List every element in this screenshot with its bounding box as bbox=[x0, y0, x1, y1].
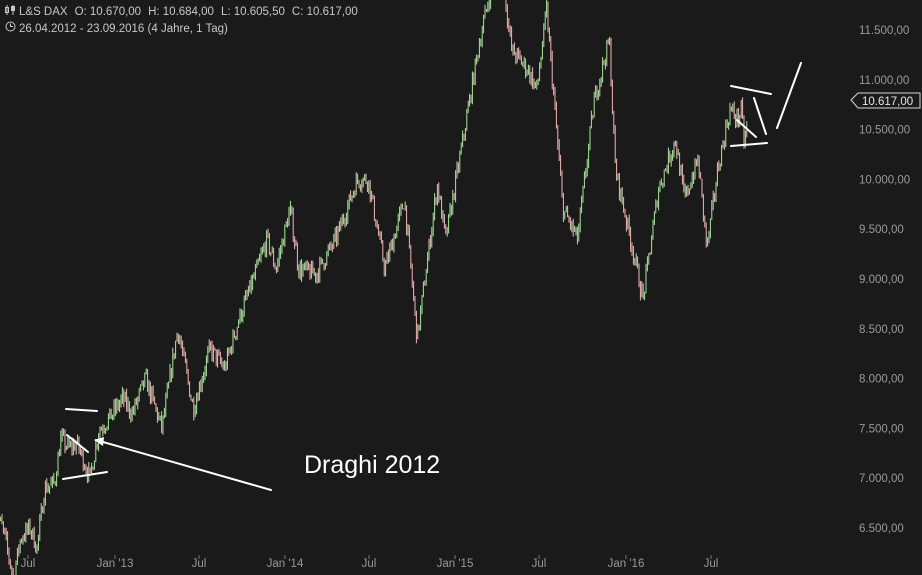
price-tick-label: 9.500,00 bbox=[859, 224, 904, 236]
draghi-annotation: Draghi 2012 bbox=[304, 451, 440, 479]
date-range: 26.04.2012 - 23.09.2016 (4 Jahre, 1 Tag) bbox=[19, 23, 228, 35]
flag-inner-line-b-2016[interactable] bbox=[753, 97, 767, 135]
flag-left-line-2012[interactable] bbox=[66, 434, 89, 453]
price-series bbox=[0, 0, 748, 575]
price-tick-label: 10.000,00 bbox=[859, 174, 910, 186]
price-tick-label: 8.000,00 bbox=[859, 374, 904, 386]
drawing-layer[interactable] bbox=[62, 62, 802, 491]
time-tick-label: Jul bbox=[192, 558, 207, 570]
time-tick-label: Jul bbox=[704, 558, 719, 570]
price-tick-label: 7.500,00 bbox=[859, 423, 904, 435]
time-tick-label: Jan '15 bbox=[437, 558, 474, 570]
price-tick-label: 8.500,00 bbox=[859, 324, 904, 336]
flag-inner-line-a-2016[interactable] bbox=[736, 119, 757, 138]
time-tick-label: Jan '13 bbox=[97, 558, 134, 570]
time-axis[interactable]: Jul Jan '13 Jul Jan '14 Jul Jan '15 Jul Jan '16… bbox=[21, 555, 719, 570]
high-value: H: 10.684,00 bbox=[148, 6, 214, 18]
flag-bottom-line-2016[interactable] bbox=[730, 142, 768, 147]
flag-bottom-line-2012[interactable] bbox=[62, 471, 108, 480]
price-tick-label: 9.000,00 bbox=[859, 274, 904, 286]
flag-top-line-2016[interactable] bbox=[730, 85, 772, 95]
time-tick-label: Jul bbox=[21, 558, 36, 570]
price-tick-label: 10.500,00 bbox=[859, 125, 910, 137]
ohlc-row: L&S DAX O: 10.670,00 H: 10.684,00 L: 10.605… bbox=[5, 4, 358, 21]
time-tick-label: Jul bbox=[532, 558, 547, 570]
breakout-line-2016[interactable] bbox=[776, 62, 802, 129]
price-tag-label: 10.617,00 bbox=[862, 96, 913, 108]
symbol-name: L&S DAX bbox=[19, 6, 68, 18]
range-row: 26.04.2012 - 23.09.2016 (4 Jahre, 1 Tag) bbox=[5, 21, 358, 38]
chart-header: L&S DAX O: 10.670,00 H: 10.684,00 L: 10.605… bbox=[5, 4, 358, 38]
time-tick-label: Jul bbox=[362, 558, 377, 570]
open-value: O: 10.670,00 bbox=[74, 6, 142, 18]
price-scale[interactable]: 11.500,00 11.000,00 10.500,00 10.000,00 9.50… bbox=[859, 25, 910, 535]
clock-icon bbox=[5, 21, 19, 38]
draghi-arrowhead bbox=[94, 437, 104, 446]
price-tick-label: 6.500,00 bbox=[859, 523, 904, 535]
price-tag-box bbox=[850, 92, 921, 109]
low-value: L: 10.605,50 bbox=[220, 6, 285, 18]
price-tick-label: 7.000,00 bbox=[859, 473, 904, 485]
candle-icon[interactable] bbox=[5, 4, 19, 21]
time-tick-label: Jan '16 bbox=[608, 558, 645, 570]
flag-top-line-2012[interactable] bbox=[65, 408, 98, 412]
price-tick-label: 11.000,00 bbox=[859, 75, 909, 87]
close-value: C: 10.617,00 bbox=[291, 6, 358, 18]
price-tick-label: 11.500,00 bbox=[859, 25, 909, 37]
draghi-arrow-line[interactable] bbox=[95, 439, 272, 491]
last-price-tag: 10.617,00 bbox=[850, 92, 921, 109]
time-tick-label: Jan '14 bbox=[267, 558, 304, 570]
